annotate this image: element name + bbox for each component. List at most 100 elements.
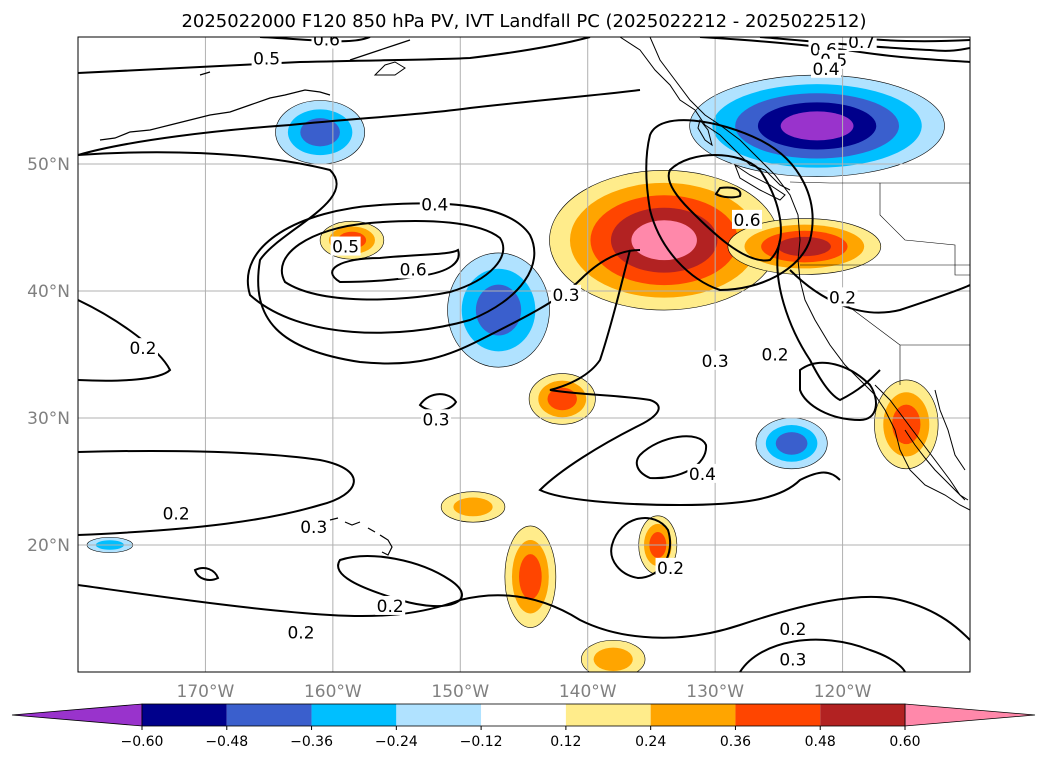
colorbar-tick-label: 0.12	[550, 734, 581, 750]
pc-neg-offshore-baja-level--0.36	[775, 432, 808, 455]
pv-contour-label: 0.2	[287, 624, 314, 644]
colorbar-bin	[142, 704, 227, 726]
pv-contour-label: 0.5	[253, 50, 280, 70]
pv-contour-0.2-small	[193, 567, 220, 581]
contour-label-halo	[732, 209, 762, 229]
coastline-gulf-california	[934, 389, 966, 471]
contour-label-halo	[700, 350, 731, 370]
contour-label-halo	[777, 618, 808, 638]
contour-label-halo	[330, 236, 361, 256]
pv-contour-0.2-ring	[610, 517, 671, 580]
colorbar-bin	[565, 704, 651, 726]
pv-contour-label: 0.3	[423, 410, 450, 430]
contour-label-halo	[687, 463, 718, 483]
coastline-north-america	[649, 37, 970, 511]
pv-contour-0.4-top	[78, 89, 641, 156]
pv-contour-0.4-north	[699, 37, 970, 63]
colorbar-bin	[735, 704, 821, 726]
pv-contour-label: 0.2	[129, 339, 156, 359]
state-borders	[800, 183, 970, 385]
pv-contour-label: 0.7	[848, 33, 875, 53]
pv-contour-label: 0.2	[657, 559, 684, 579]
lon-tick-label: 140°W	[559, 682, 617, 702]
pc-pos-baja	[874, 379, 939, 470]
pc-pos-subtropical-a	[528, 373, 596, 425]
pv-contour-label: 0.2	[377, 597, 404, 617]
pv-contour-0.6-low	[331, 248, 460, 284]
pv-contour-0.2-baja	[799, 361, 877, 422]
coastline-vancouver-island	[733, 163, 786, 201]
contour-label-halo	[421, 409, 452, 429]
latitude-tick-labels: 50°N 40°N 30°N 20°N	[27, 155, 70, 556]
colorbar-extend-low	[11, 703, 143, 727]
colorbar-tick-label: −0.60	[121, 734, 164, 750]
colorbar-tick-label: 0.36	[720, 734, 751, 750]
colorbar-tick-label: 0.24	[635, 734, 666, 750]
pv-contour-label: 0.4	[812, 60, 839, 80]
pc-pos-baja-level-0.36	[892, 404, 921, 445]
contour-label-halo	[551, 284, 582, 304]
contour-label-halo	[655, 557, 686, 577]
contour-label-halo	[286, 622, 316, 642]
pv-contour-label: 0.6	[313, 31, 340, 51]
pv-contour-label: 0.6	[733, 211, 760, 231]
coastline-alaska-panhandle	[619, 37, 791, 191]
lat-tick-label: 40°N	[27, 282, 70, 302]
map-frame	[77, 36, 971, 673]
pv-contours	[78, 37, 970, 672]
colorbar-bin	[650, 704, 736, 726]
pv-contour-label: 0.4	[689, 465, 716, 485]
pv-contour-0.5-north	[759, 37, 970, 52]
coastline-hawaiian-islands	[329, 517, 393, 556]
pc-neg-offshore-baja	[755, 417, 828, 470]
coastlines	[99, 37, 970, 556]
lon-tick-label: 130°W	[686, 682, 744, 702]
map-title: 2025022000 F120 850 hPa PV, IVT Landfall…	[181, 11, 866, 32]
pv-contour-0.3-south	[538, 249, 841, 507]
pc-pos-ne-pacific-core-level-0.6	[631, 220, 697, 261]
colorbar-frame	[141, 703, 906, 727]
lat-tick-label: 50°N	[27, 155, 70, 175]
colorbar-tick-label: −0.24	[375, 734, 418, 750]
pv-contour-label: 0.4	[421, 196, 448, 216]
colorbar-bin	[820, 704, 905, 726]
lat-tick-label: 30°N	[27, 409, 70, 429]
pc-pos-subtropical-b	[504, 525, 557, 628]
pv-contour-0.4-ridge	[645, 119, 814, 292]
contour-label-halo	[419, 194, 450, 214]
lon-tick-label: 120°W	[814, 682, 872, 702]
pc-neg-bc-alberta-level--0.6	[780, 111, 854, 141]
pv-contour-labels: 0.60.50.60.70.50.40.40.50.60.30.60.20.20…	[127, 31, 877, 670]
pv-contour-0.2-west	[78, 299, 172, 382]
pc-neg-gulf-alaska	[275, 100, 366, 165]
contour-label-halo	[827, 287, 858, 307]
pc-neg-central-pacific	[447, 252, 550, 368]
pv-contour-0.6-ridge	[714, 186, 742, 199]
coastline-baja	[874, 384, 969, 501]
pv-contour-0.5-top	[78, 37, 591, 74]
contour-label-halo	[161, 503, 192, 523]
colorbar-extend-high	[904, 703, 1036, 727]
pc-neg-bc-alberta	[689, 74, 945, 178]
contour-label-halo	[298, 517, 329, 537]
pv-contour-0.3-coast	[776, 239, 881, 402]
pv-contour-0.5-ridge	[667, 154, 782, 262]
coastline-aleutian-islands	[99, 39, 411, 141]
lon-tick-label: 150°W	[431, 682, 489, 702]
pc-pos-subtropical-d	[581, 639, 646, 672]
pc-neg-gulf-alaska-level--0.36	[300, 118, 340, 147]
contour-label-halo	[251, 48, 282, 68]
colorbar-tick-label: −0.12	[460, 734, 503, 750]
colorbar-bin	[396, 704, 482, 726]
pv-contour-label: 0.5	[332, 238, 359, 258]
pv-contour-0.2-mid	[78, 584, 970, 641]
pv-contour-label: 0.3	[779, 650, 806, 670]
pv-contour-0.2-trades	[78, 449, 355, 536]
pc-pos-subtropical-b-level-0.36	[519, 554, 542, 600]
contour-label-halo	[760, 344, 791, 364]
contour-label-halo	[811, 58, 842, 78]
longitude-tick-labels: 170°W 160°W 150°W 140°W 130°W 120°W	[177, 682, 872, 702]
pc-pos-ne-pacific-core	[549, 170, 780, 311]
contour-label-halo	[311, 37, 342, 49]
